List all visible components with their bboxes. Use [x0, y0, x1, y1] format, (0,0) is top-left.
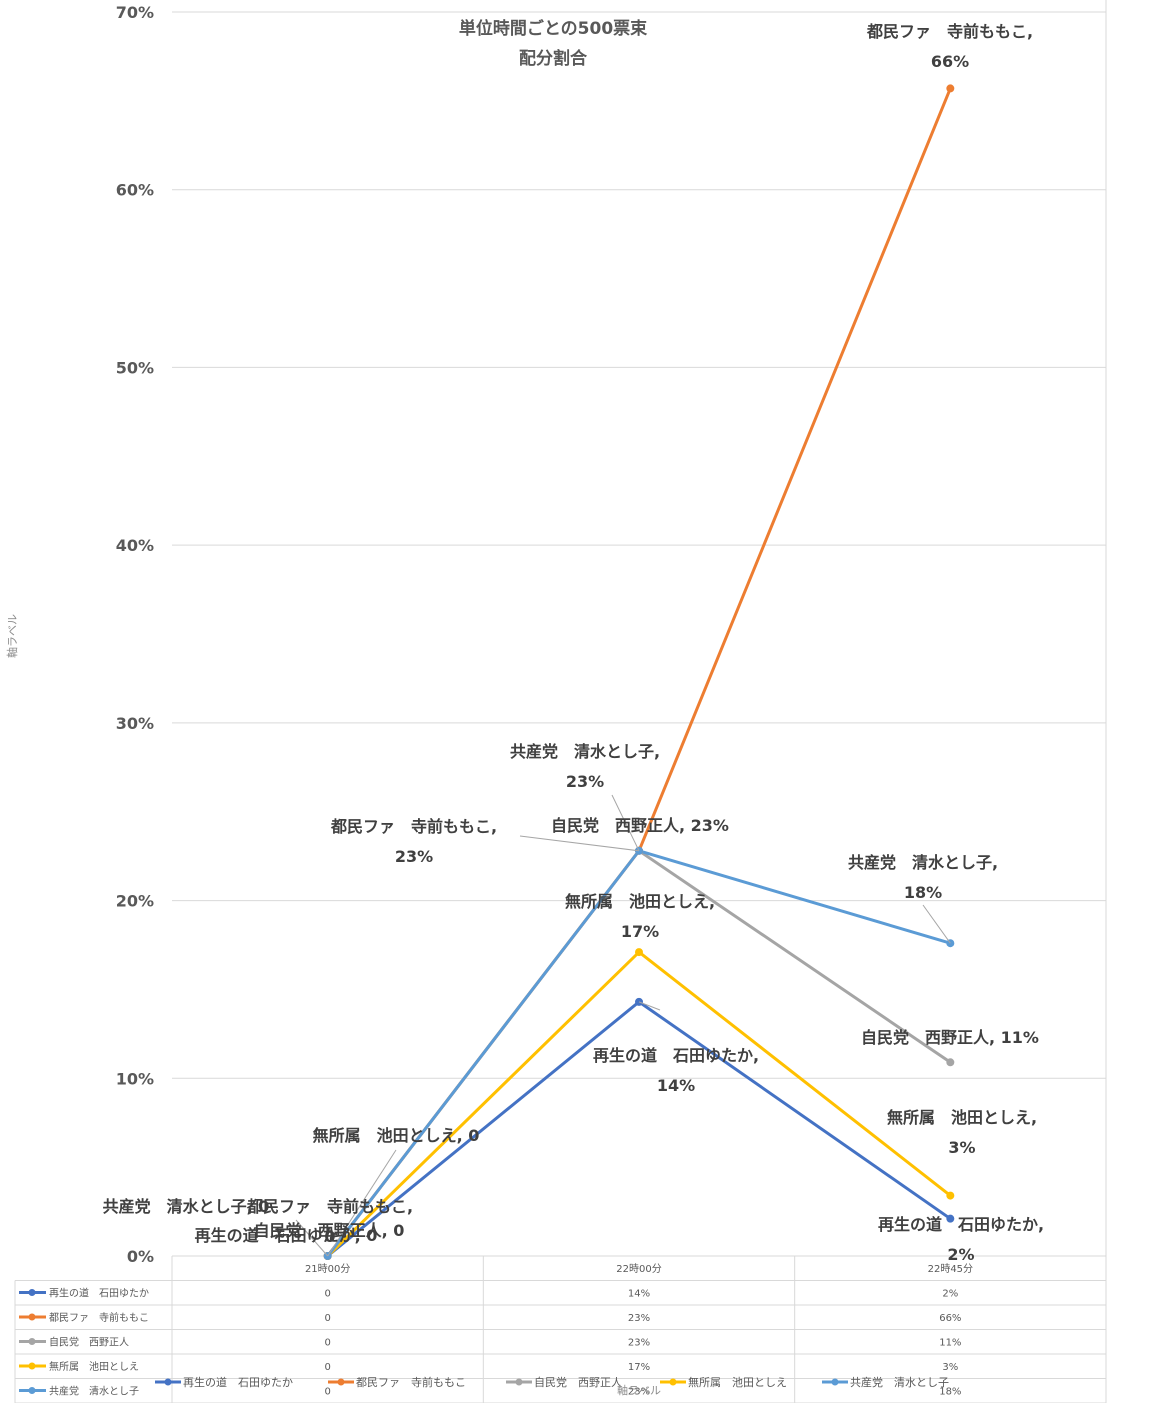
data-label: 自民党 西野正人, 11%	[861, 1028, 1039, 1047]
x-axis-title: 軸ラベル	[617, 1383, 661, 1397]
table-series-name: 自民党 西野正人	[49, 1336, 129, 1349]
legend-entry: 都民ファ 寺前ももこ	[356, 1375, 466, 1389]
table-cell: 0	[324, 1387, 330, 1398]
table-legend-marker	[28, 1362, 36, 1370]
table-cell: 3%	[942, 1362, 958, 1373]
legend-marker	[164, 1378, 172, 1386]
y-tick-label: 60%	[116, 181, 154, 200]
table-cell: 0	[324, 1338, 330, 1349]
table-cell: 0	[324, 1289, 330, 1300]
table-cell: 14%	[628, 1289, 650, 1300]
label-leader-line	[611, 794, 640, 852]
legend-marker	[515, 1378, 523, 1386]
data-point	[946, 1214, 955, 1223]
data-label: 再生の道 石田ゆたか, 0	[195, 1226, 378, 1245]
table-cell: 2%	[942, 1289, 958, 1300]
data-point	[946, 1058, 955, 1067]
table-series-name: 都民ファ 寺前ももこ	[49, 1311, 149, 1324]
table-cell: 66%	[939, 1313, 961, 1324]
data-point	[946, 1191, 955, 1200]
data-label: 都民ファ 寺前ももこ, 66%	[866, 22, 1033, 71]
table-cell: 0	[324, 1362, 330, 1373]
table-series-name: 無所属 池田としえ	[49, 1360, 139, 1373]
data-label: 再生の道 石田ゆたか, 14%	[593, 1046, 759, 1095]
data-label: 共産党 清水とし子, 23%	[510, 742, 660, 791]
y-tick-label: 0%	[127, 1247, 154, 1266]
label-leader-line	[295, 1219, 329, 1257]
legend-marker	[337, 1378, 345, 1386]
table-cell: 23%	[628, 1338, 650, 1349]
x-category-label: 22時00分	[616, 1263, 661, 1275]
legend-entry: 再生の道 石田ゆたか	[183, 1375, 293, 1389]
table-legend-marker	[28, 1338, 36, 1345]
label-leader-line	[519, 835, 640, 852]
y-tick-label: 20%	[116, 892, 154, 911]
data-point	[635, 948, 643, 957]
series-line	[326, 86, 952, 1258]
data-label: 都民ファ 寺前ももこ, 0	[246, 1197, 413, 1246]
label-leader-line	[327, 1149, 397, 1257]
chart-title: 単位時間ごとの500票束配分割合	[459, 18, 647, 69]
data-point	[946, 84, 955, 93]
x-category-label: 21時00分	[305, 1263, 350, 1275]
legend-entry: 無所属 池田としえ	[688, 1375, 787, 1389]
data-label: 再生の道 石田ゆたか, 2%	[878, 1215, 1044, 1264]
table-series-name: 再生の道 石田ゆたか	[49, 1287, 149, 1300]
y-tick-label: 30%	[116, 714, 154, 733]
x-category-label: 22時45分	[928, 1263, 973, 1275]
table-cell: 17%	[628, 1362, 650, 1373]
table-cell: 0	[324, 1313, 330, 1324]
y-tick-label: 70%	[116, 3, 154, 22]
data-label: 都民ファ 寺前ももこ, 23%	[330, 817, 497, 866]
data-label: 無所属 池田としえ, 17%	[565, 892, 715, 941]
data-label: 無所属 池田としえ, 3%	[887, 1108, 1037, 1157]
table-legend-marker	[28, 1387, 36, 1394]
table-series-name: 共産党 清水とし子	[49, 1385, 139, 1398]
legend-entry: 共産党 清水とし子	[850, 1376, 949, 1389]
label-leader-line	[922, 904, 951, 944]
legend-marker	[831, 1378, 839, 1386]
y-tick-label: 40%	[116, 536, 154, 555]
table-cell: 11%	[939, 1338, 961, 1349]
data-label: 共産党 清水とし子, 18%	[848, 853, 998, 902]
data-label: 自民党 西野正人, 23%	[551, 816, 729, 835]
table-cell: 23%	[628, 1313, 650, 1324]
y-tick-label: 50%	[116, 358, 154, 377]
table-legend-marker	[28, 1289, 36, 1296]
legend-entry: 自民党 西野正人	[534, 1376, 622, 1389]
y-tick-label: 10%	[116, 1069, 154, 1088]
table-cell: 23%	[628, 1387, 650, 1398]
y-axis-title: 軸ラベル	[5, 614, 19, 658]
data-label: 無所属 池田としえ, 0	[313, 1126, 480, 1145]
table-legend-marker	[28, 1313, 36, 1321]
data-label: 自民党 西野正人, 0	[254, 1221, 405, 1240]
legend-marker	[669, 1378, 677, 1386]
label-leader-line	[638, 1001, 661, 1011]
table-cell: 18%	[939, 1387, 961, 1398]
data-label: 共産党 清水とし子, 0	[103, 1197, 270, 1216]
